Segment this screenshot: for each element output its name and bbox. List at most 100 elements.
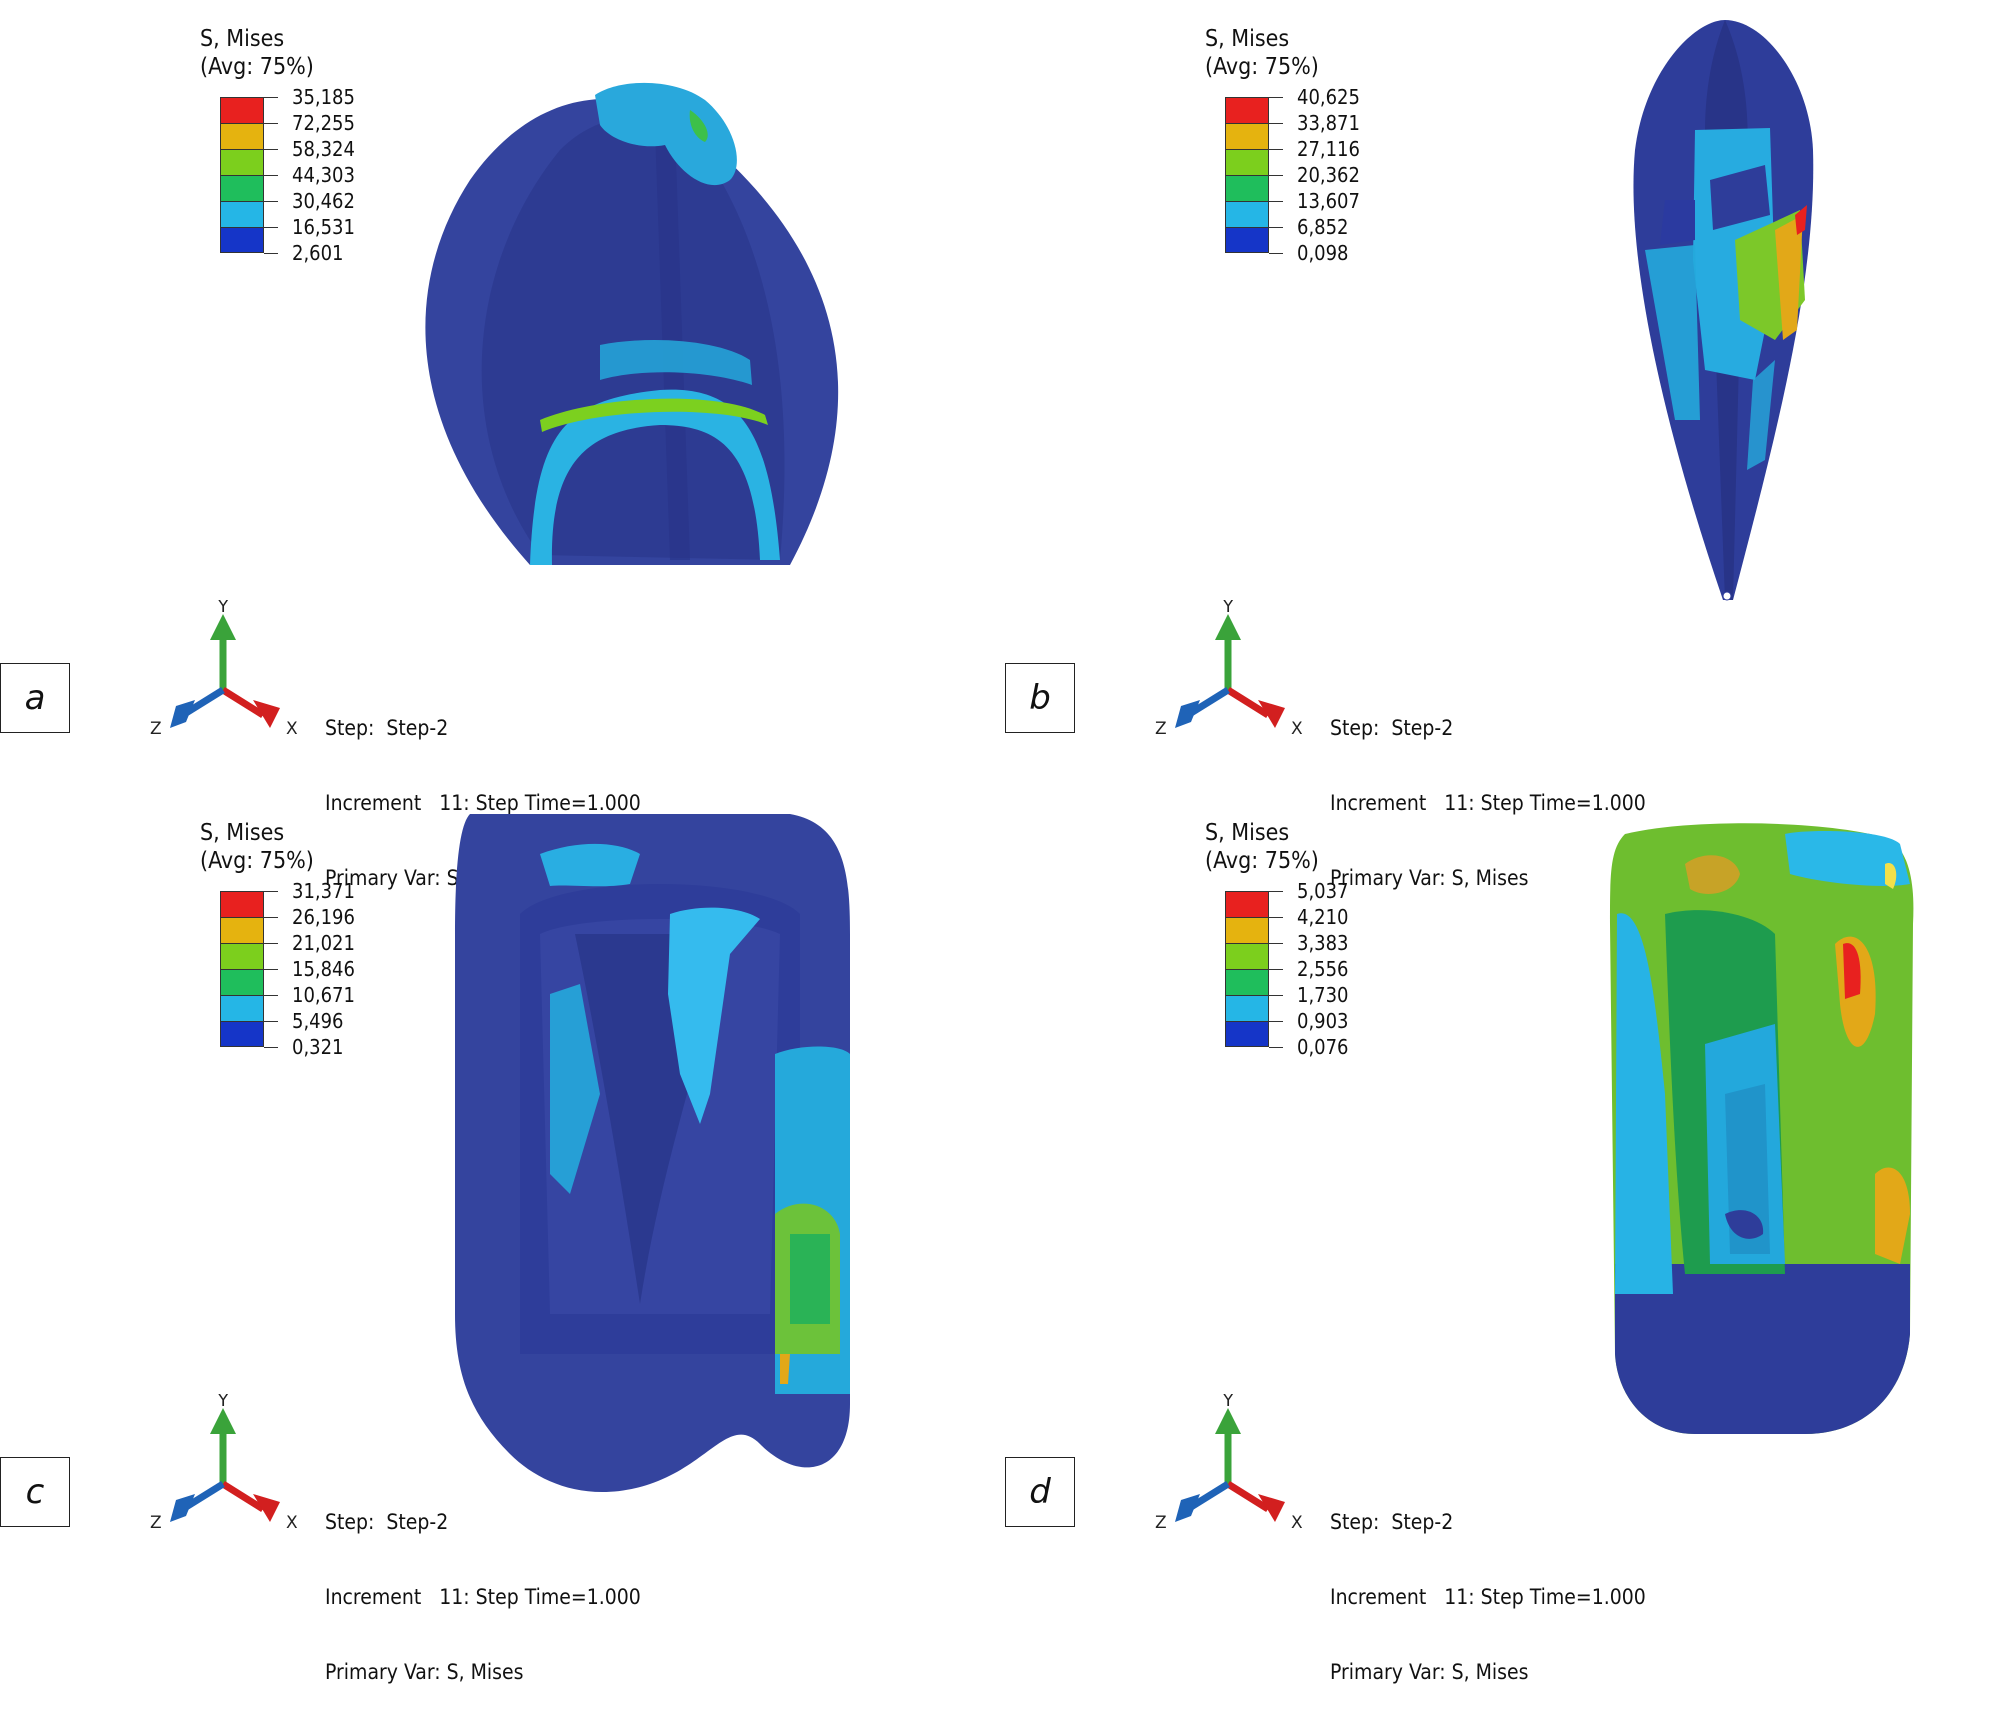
axis-triad-a: Y X Z bbox=[150, 600, 298, 739]
axis-x-label: X bbox=[286, 719, 298, 739]
axis-x-label: X bbox=[286, 1513, 298, 1533]
legend-value: 0,321 bbox=[292, 1035, 344, 1059]
swatch-orange bbox=[220, 917, 264, 943]
tick bbox=[1269, 1021, 1283, 1022]
legend-d: S, Mises (Avg: 75%) 5,037 4,210 3,383 2,… bbox=[1205, 819, 1405, 1071]
legend-title: S, Mises (Avg: 75%) bbox=[1205, 819, 1405, 875]
legend-title-line1: S, Mises bbox=[200, 820, 285, 846]
legend-value: 40,625 bbox=[1297, 85, 1360, 109]
tick bbox=[264, 201, 278, 202]
tick bbox=[264, 969, 278, 970]
legend-value: 0,903 bbox=[1297, 1009, 1349, 1033]
legend-value: 35,185 bbox=[292, 85, 355, 109]
legend-title-line2: (Avg: 75%) bbox=[200, 848, 314, 874]
legend-value: 44,303 bbox=[292, 163, 355, 187]
step-info-d: Step: Step-2 Increment 11: Step Time=1.0… bbox=[1330, 1460, 1646, 1735]
axis-x-label: X bbox=[1291, 719, 1303, 739]
legend-value: 13,607 bbox=[1297, 189, 1360, 213]
axis-y-label: Y bbox=[1222, 1394, 1234, 1411]
step-line: Step: Step-2 bbox=[1330, 716, 1454, 740]
color-scale: 40,625 33,871 27,116 20,362 13,607 6,852… bbox=[1205, 85, 1405, 277]
legend-value: 5,037 bbox=[1297, 879, 1349, 903]
legend-title: S, Mises (Avg: 75%) bbox=[200, 819, 400, 875]
legend-b: S, Mises (Avg: 75%) 40,625 33,871 27,116… bbox=[1205, 25, 1405, 277]
color-swatches bbox=[1225, 891, 1269, 1047]
axis-triad-b: Y X Z bbox=[1155, 600, 1303, 739]
panel-label-a: a bbox=[0, 663, 70, 733]
legend-title-line2: (Avg: 75%) bbox=[1205, 54, 1319, 80]
legend-value: 33,871 bbox=[1297, 111, 1360, 135]
color-swatches bbox=[220, 891, 264, 1047]
tick bbox=[264, 253, 278, 254]
axis-z-label: Z bbox=[1155, 719, 1167, 739]
legend-value: 6,852 bbox=[1297, 215, 1349, 239]
legend-value: 15,846 bbox=[292, 957, 355, 981]
tick bbox=[264, 1021, 278, 1022]
legend-value: 58,324 bbox=[292, 137, 355, 161]
legend-value: 1,730 bbox=[1297, 983, 1349, 1007]
tick bbox=[1269, 175, 1283, 176]
axis-y-label: Y bbox=[217, 600, 229, 617]
panel-c: S, Mises (Avg: 75%) 31,371 26,196 21,021… bbox=[0, 794, 1005, 1684]
color-scale: 35,185 72,255 58,324 44,303 30,462 16,53… bbox=[200, 85, 400, 277]
tick bbox=[1269, 995, 1283, 996]
tick bbox=[264, 995, 278, 996]
swatch-blue bbox=[1225, 1021, 1269, 1047]
legend-title-line1: S, Mises bbox=[200, 26, 285, 52]
swatch-green bbox=[1225, 969, 1269, 995]
tick bbox=[1269, 201, 1283, 202]
panel-label-c: c bbox=[0, 1457, 70, 1527]
primary-var-line: Primary Var: S, Mises bbox=[1330, 1660, 1529, 1684]
tick bbox=[264, 227, 278, 228]
color-swatches bbox=[1225, 97, 1269, 253]
tick bbox=[264, 891, 278, 892]
tick bbox=[1269, 97, 1283, 98]
legend-c: S, Mises (Avg: 75%) 31,371 26,196 21,021… bbox=[200, 819, 400, 1071]
step-line: Step: Step-2 bbox=[325, 1510, 449, 1534]
swatch-cyan bbox=[1225, 995, 1269, 1021]
panel-b: S, Mises (Avg: 75%) 40,625 33,871 27,116… bbox=[1005, 0, 2010, 890]
legend-value: 27,116 bbox=[1297, 137, 1360, 161]
swatch-orange bbox=[1225, 917, 1269, 943]
panel-d: S, Mises (Avg: 75%) 5,037 4,210 3,383 2,… bbox=[1005, 794, 2010, 1684]
swatch-orange bbox=[1225, 123, 1269, 149]
swatch-red bbox=[1225, 891, 1269, 917]
color-scale: 5,037 4,210 3,383 2,556 1,730 0,903 0,07… bbox=[1205, 879, 1405, 1071]
tick bbox=[1269, 253, 1283, 254]
panel-label-d: d bbox=[1005, 1457, 1075, 1527]
tick bbox=[264, 1047, 278, 1048]
tick bbox=[264, 149, 278, 150]
swatch-cyan bbox=[220, 995, 264, 1021]
tick bbox=[1269, 917, 1283, 918]
step-line: Step: Step-2 bbox=[1330, 1510, 1454, 1534]
axis-x-label: X bbox=[1291, 1513, 1303, 1533]
tick bbox=[1269, 149, 1283, 150]
axis-z-label: Z bbox=[150, 1513, 162, 1533]
legend-title-line2: (Avg: 75%) bbox=[1205, 848, 1319, 874]
legend-title-line2: (Avg: 75%) bbox=[200, 54, 314, 80]
step-info-c: Step: Step-2 Increment 11: Step Time=1.0… bbox=[325, 1460, 641, 1735]
legend-value: 10,671 bbox=[292, 983, 355, 1007]
primary-var-line: Primary Var: S, Mises bbox=[1330, 866, 1529, 890]
legend-value: 30,462 bbox=[292, 189, 355, 213]
swatch-blue bbox=[220, 227, 264, 253]
axis-z-label: Z bbox=[150, 719, 162, 739]
tick bbox=[1269, 891, 1283, 892]
swatch-cyan bbox=[1225, 201, 1269, 227]
tick bbox=[1269, 1047, 1283, 1048]
legend-value: 5,496 bbox=[292, 1009, 344, 1033]
legend-value: 2,556 bbox=[1297, 957, 1349, 981]
swatch-red bbox=[1225, 97, 1269, 123]
axis-y-label: Y bbox=[217, 1394, 229, 1411]
step-line: Step: Step-2 bbox=[325, 716, 449, 740]
swatch-green bbox=[220, 175, 264, 201]
tick bbox=[264, 123, 278, 124]
legend-value: 0,076 bbox=[1297, 1035, 1349, 1059]
swatch-green bbox=[1225, 175, 1269, 201]
legend-a: S, Mises (Avg: 75%) 35,185 72,255 58,324… bbox=[200, 25, 400, 277]
legend-value: 0,098 bbox=[1297, 241, 1349, 265]
axis-triad-c: Y X Z bbox=[150, 1394, 298, 1533]
increment-line: Increment 11: Step Time=1.000 bbox=[1330, 791, 1646, 815]
panel-label-b: b bbox=[1005, 663, 1075, 733]
tick bbox=[1269, 227, 1283, 228]
